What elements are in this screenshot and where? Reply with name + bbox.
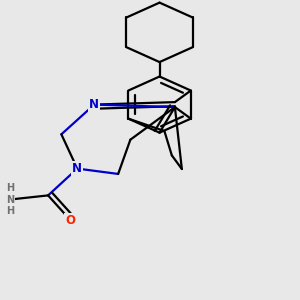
Text: N: N bbox=[72, 162, 82, 175]
Text: O: O bbox=[65, 214, 75, 227]
Text: H
N
H: H N H bbox=[6, 183, 14, 216]
Text: N: N bbox=[89, 98, 99, 111]
